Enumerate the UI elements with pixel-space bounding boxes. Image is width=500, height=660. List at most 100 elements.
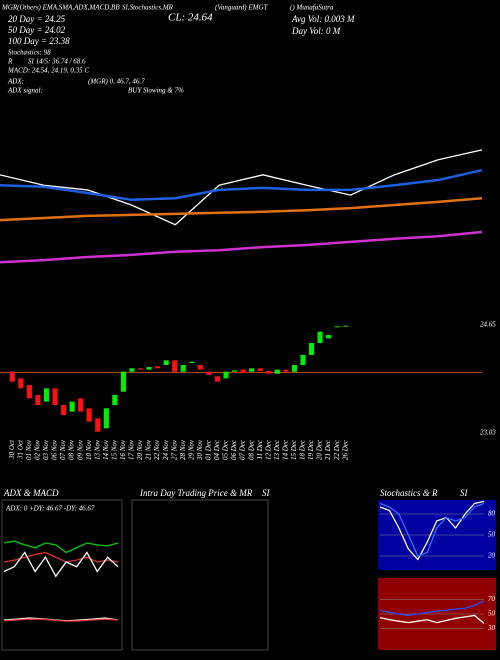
x-tick-label: 11 Dec <box>256 439 264 459</box>
x-tick-label: 21 Nov <box>145 439 153 460</box>
y-tick-label: 50 <box>488 610 496 618</box>
day20: 20 Day = 24.25 <box>8 14 66 24</box>
panel-subtitle: ADX: 0 +DY: 46.67 -DY: 46.67 <box>5 505 95 513</box>
candle <box>308 343 315 355</box>
y-tick-label: 80 <box>488 510 496 518</box>
candle <box>52 388 58 405</box>
candle <box>129 368 135 372</box>
y-tick-label: 50 <box>488 531 496 539</box>
adx-values: (MGR) 0, 46.7, 46.7 <box>88 78 145 86</box>
series-line <box>3 618 119 622</box>
y-tick-label: 20 <box>488 552 496 560</box>
candle <box>146 367 152 370</box>
candle <box>9 371 15 382</box>
header-line: MGR(Others) EMA,SMA,ADX,MACD,BB <box>1 4 120 12</box>
day-vol: Day Vol: 0 M <box>291 26 341 36</box>
x-tick-label: 19 Dec <box>307 439 315 460</box>
y-tick-label: 23.03 <box>480 429 496 437</box>
x-tick-label: 12 Dec <box>264 439 272 460</box>
candle <box>223 371 229 379</box>
series-line <box>379 600 485 617</box>
macd: MACD: 24.54, 24.19, 0.35 C <box>7 67 89 75</box>
candle <box>35 395 41 405</box>
series-line <box>0 230 483 264</box>
x-tick-label: 18 Dec <box>299 439 307 460</box>
day50: 50 Day = 24.02 <box>8 25 66 35</box>
adx-panel <box>1 499 123 651</box>
x-tick-label: 14 Nov <box>102 439 110 460</box>
panel-title: SI <box>460 488 469 498</box>
x-tick-label: 31 Oct <box>16 439 24 460</box>
x-tick-label: 29 Nov <box>187 439 195 460</box>
avg-vol: Avg Vol: 0.003 M <box>291 14 355 24</box>
candle <box>172 360 178 372</box>
candle <box>43 388 50 402</box>
intraday-panel <box>131 499 269 651</box>
stochastics: Stochastics: 98 <box>8 49 51 57</box>
candle <box>334 326 340 328</box>
x-tick-label: 16 Nov <box>119 439 127 460</box>
series-line <box>379 614 485 624</box>
series-line <box>3 551 119 578</box>
x-tick-label: 08 Nov <box>68 439 76 460</box>
candle <box>163 360 169 365</box>
header-line: SI,Stochastics,MR <box>122 4 174 12</box>
series-line <box>3 551 119 563</box>
x-tick-label: 07 Dec <box>239 439 247 460</box>
candle <box>291 365 297 372</box>
x-tick-label: 14 Dec <box>281 439 289 460</box>
rsi-r: R <box>7 58 13 66</box>
candle <box>61 405 67 415</box>
x-tick-label: 20 Dec <box>316 439 324 460</box>
header-line: () MunafaSutra <box>290 4 334 12</box>
candle <box>232 370 238 372</box>
candle <box>95 418 101 432</box>
candle <box>197 365 203 370</box>
candle <box>112 395 118 405</box>
x-tick-label: 07 Nov <box>59 439 67 460</box>
day100: 100 Day = 23.38 <box>8 36 70 46</box>
candle <box>317 331 323 343</box>
x-tick-label: 28 Nov <box>179 439 187 460</box>
candle <box>300 355 306 365</box>
signal: BUY Slowing & 7% <box>128 87 184 95</box>
x-tick-label: 03 Nov <box>42 439 50 460</box>
panel-title: SI <box>262 488 271 498</box>
x-tick-label: 01 Dec <box>205 439 213 460</box>
y-tick-label: 70 <box>488 595 496 603</box>
candle <box>257 368 263 371</box>
x-tick-label: 05 Dec <box>222 439 230 460</box>
x-tick-label: 27 Nov <box>170 439 178 460</box>
candle <box>189 361 195 363</box>
x-tick-label: 01 Nov <box>25 439 33 460</box>
x-tick-label: 22 Dec <box>333 439 341 460</box>
adx-signal: ADX signal: <box>7 87 43 95</box>
candle <box>120 371 126 392</box>
x-tick-label: 09 Nov <box>76 439 84 460</box>
close: CL: 24.64 <box>168 12 213 24</box>
x-tick-label: 17 Nov <box>128 439 136 460</box>
x-tick-label: 10 Nov <box>85 439 93 460</box>
x-tick-label: 13 Dec <box>273 439 281 460</box>
series-line <box>379 500 485 561</box>
x-tick-label: 08 Dec <box>247 439 255 460</box>
candle <box>180 365 186 372</box>
x-tick-label: 20 Nov <box>136 439 144 460</box>
x-tick-label: 30 Nov <box>196 439 204 461</box>
panel-title: ADX & MACD <box>3 488 59 498</box>
series-line <box>379 502 485 557</box>
candle <box>343 325 349 327</box>
candle <box>18 378 24 389</box>
x-tick-label: 30 Oct <box>8 439 16 460</box>
series-line <box>3 540 119 554</box>
x-tick-label: 15 Nov <box>110 439 118 460</box>
candle <box>26 385 32 399</box>
rsi: SI 14/5: 36.74 / 68.6 <box>28 58 86 66</box>
candle <box>69 401 75 412</box>
candle <box>240 369 246 373</box>
x-tick-label: 15 Dec <box>290 439 298 460</box>
candle <box>214 376 221 382</box>
candle <box>155 366 161 369</box>
candle <box>137 368 144 370</box>
series-line <box>0 168 483 202</box>
